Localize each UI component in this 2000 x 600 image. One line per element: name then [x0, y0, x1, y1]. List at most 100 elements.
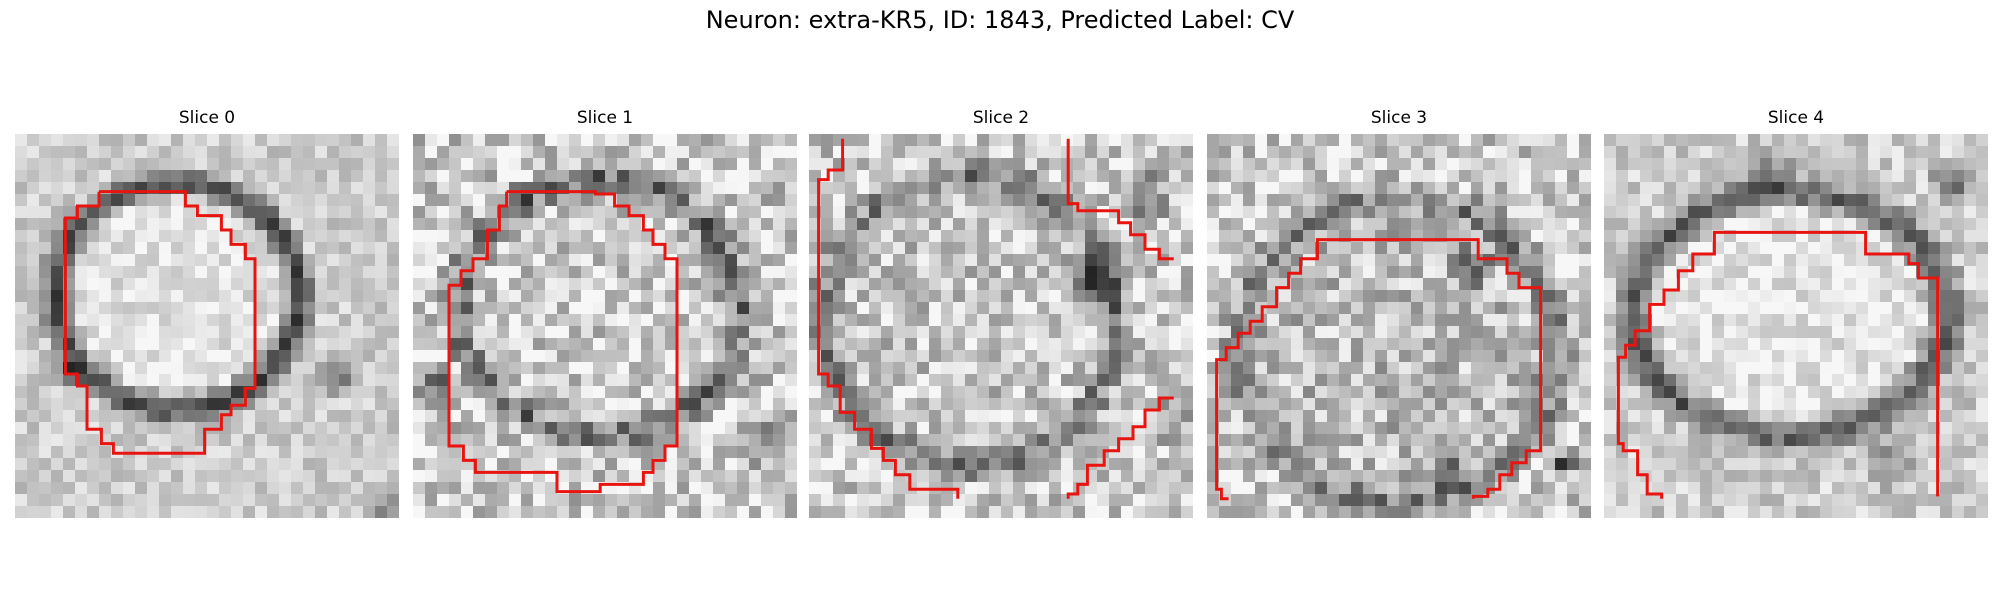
image-pixel — [1025, 314, 1037, 326]
image-pixel — [1423, 482, 1435, 494]
image-pixel — [1748, 446, 1760, 458]
image-pixel — [1387, 170, 1399, 182]
image-pixel — [339, 194, 351, 206]
image-pixel — [545, 278, 557, 290]
image-pixel — [219, 326, 231, 338]
image-pixel — [1169, 362, 1181, 374]
image-pixel — [1748, 362, 1760, 374]
image-pixel — [1808, 386, 1820, 398]
image-pixel — [1435, 482, 1447, 494]
image-pixel — [1952, 302, 1964, 314]
image-pixel — [219, 350, 231, 362]
image-pixel — [1832, 338, 1844, 350]
image-pixel — [1940, 206, 1952, 218]
image-pixel — [1243, 458, 1255, 470]
image-pixel — [1231, 302, 1243, 314]
image-pixel — [629, 302, 641, 314]
image-pixel — [1255, 170, 1267, 182]
image-pixel — [1748, 146, 1760, 158]
image-pixel — [1411, 374, 1423, 386]
image-pixel — [689, 350, 701, 362]
image-pixel — [1676, 410, 1688, 422]
image-pixel — [1640, 386, 1652, 398]
image-pixel — [1231, 446, 1243, 458]
image-pixel — [1267, 158, 1279, 170]
image-pixel — [1880, 290, 1892, 302]
image-pixel — [905, 242, 917, 254]
image-pixel — [1628, 206, 1640, 218]
image-pixel — [99, 290, 111, 302]
image-pixel — [1892, 134, 1904, 146]
image-pixel — [1892, 386, 1904, 398]
image-pixel — [569, 158, 581, 170]
image-pixel — [833, 242, 845, 254]
image-pixel — [905, 494, 917, 506]
image-pixel — [545, 458, 557, 470]
image-pixel — [1844, 194, 1856, 206]
image-pixel — [1097, 506, 1109, 518]
image-pixel — [821, 314, 833, 326]
image-pixel — [195, 398, 207, 410]
image-pixel — [1423, 434, 1435, 446]
image-pixel — [1061, 506, 1073, 518]
image-pixel — [219, 470, 231, 482]
image-pixel — [1471, 482, 1483, 494]
image-pixel — [87, 254, 99, 266]
image-pixel — [977, 398, 989, 410]
image-pixel — [1724, 326, 1736, 338]
image-pixel — [1339, 266, 1351, 278]
image-pixel — [1483, 278, 1495, 290]
image-pixel — [1411, 290, 1423, 302]
image-pixel — [1856, 218, 1868, 230]
image-pixel — [1351, 158, 1363, 170]
image-pixel — [1423, 374, 1435, 386]
image-pixel — [1760, 374, 1772, 386]
image-pixel — [1411, 134, 1423, 146]
image-pixel — [1904, 386, 1916, 398]
image-pixel — [893, 146, 905, 158]
image-pixel — [557, 494, 569, 506]
image-pixel — [1411, 254, 1423, 266]
image-pixel — [821, 422, 833, 434]
image-pixel — [111, 302, 123, 314]
image-pixel — [929, 230, 941, 242]
image-pixel — [1519, 170, 1531, 182]
image-pixel — [413, 242, 425, 254]
image-pixel — [689, 362, 701, 374]
image-pixel — [1181, 194, 1193, 206]
image-pixel — [1507, 158, 1519, 170]
image-pixel — [1157, 386, 1169, 398]
image-pixel — [1025, 266, 1037, 278]
image-pixel — [1145, 470, 1157, 482]
image-pixel — [1880, 146, 1892, 158]
image-pixel — [1279, 182, 1291, 194]
image-pixel — [291, 206, 303, 218]
image-pixel — [15, 434, 27, 446]
image-pixel — [617, 290, 629, 302]
image-pixel — [1700, 326, 1712, 338]
image-pixel — [1459, 494, 1471, 506]
image-pixel — [195, 278, 207, 290]
image-pixel — [1904, 314, 1916, 326]
image-pixel — [449, 218, 461, 230]
image-pixel — [111, 458, 123, 470]
image-pixel — [327, 230, 339, 242]
image-pixel — [1555, 338, 1567, 350]
image-pixel — [291, 494, 303, 506]
image-pixel — [1507, 338, 1519, 350]
image-pixel — [425, 290, 437, 302]
image-pixel — [701, 374, 713, 386]
image-pixel — [39, 266, 51, 278]
image-pixel — [1964, 170, 1976, 182]
image-pixel — [1892, 422, 1904, 434]
image-pixel — [1037, 362, 1049, 374]
image-pixel — [1267, 266, 1279, 278]
image-pixel — [653, 350, 665, 362]
image-pixel — [1483, 218, 1495, 230]
image-pixel — [1375, 374, 1387, 386]
image-pixel — [195, 410, 207, 422]
image-pixel — [1964, 314, 1976, 326]
image-pixel — [1435, 374, 1447, 386]
image-pixel — [557, 302, 569, 314]
image-pixel — [267, 410, 279, 422]
